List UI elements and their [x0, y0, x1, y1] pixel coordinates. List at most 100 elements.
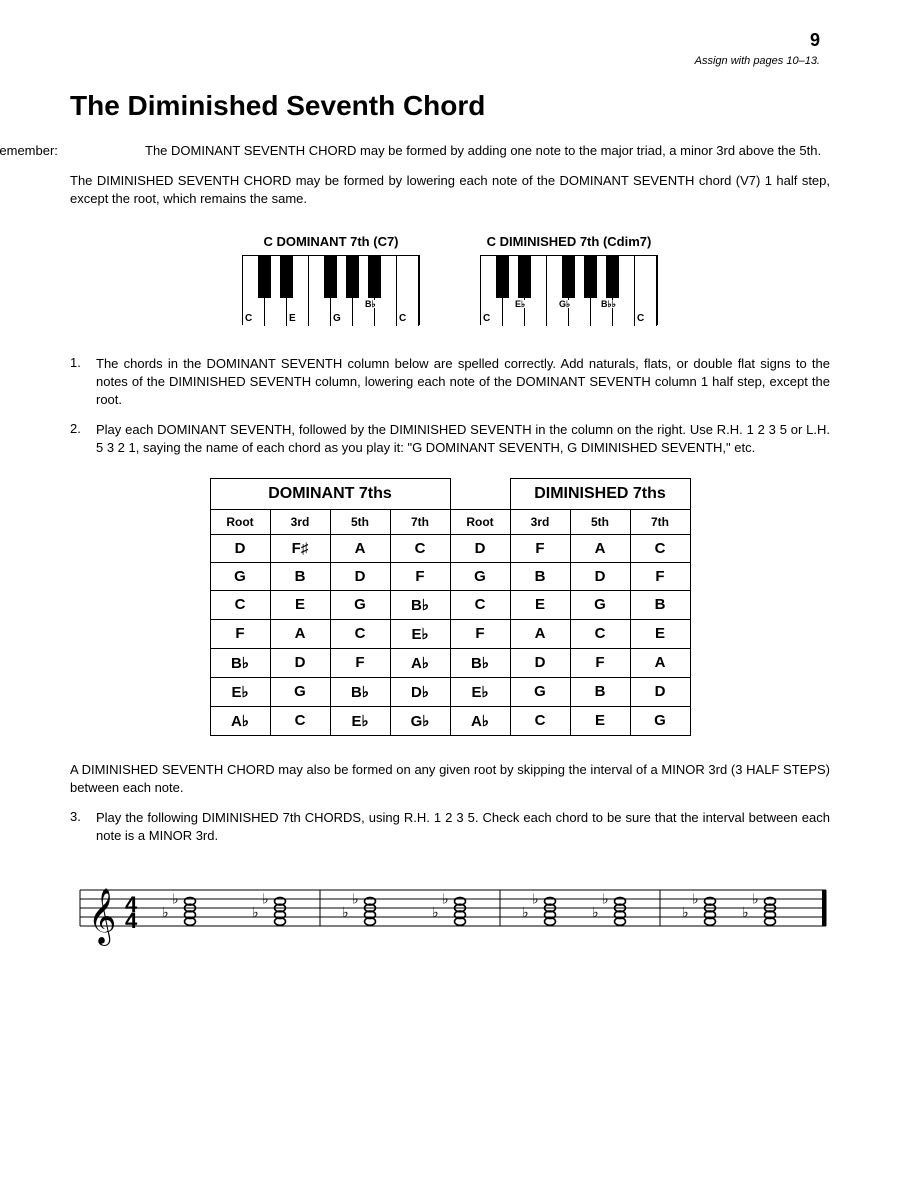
table-cell: G [450, 562, 510, 590]
page-number: 9 [810, 30, 820, 51]
black-key-label: B♭ [365, 300, 376, 308]
table-cell: A♭ [210, 706, 270, 735]
table-cell: G [330, 590, 390, 619]
table-cell: B [570, 677, 630, 706]
table-subheader: 5th [330, 509, 390, 534]
table-cell: C [630, 534, 690, 562]
key-label: C [483, 313, 490, 324]
svg-text:♭: ♭ [602, 891, 609, 907]
table-cell: B [510, 562, 570, 590]
table-cell: D [330, 562, 390, 590]
table-cell: E [570, 706, 630, 735]
black-key [518, 256, 531, 298]
table-cell: C [390, 534, 450, 562]
black-key-label: B♭♭ [601, 300, 616, 308]
instruction-2: 2. Play each DOMINANT SEVENTH, followed … [70, 421, 830, 457]
table-subheader: 7th [390, 509, 450, 534]
svg-text:♭: ♭ [262, 891, 269, 907]
table-gap [450, 478, 510, 509]
table-cell: G [270, 677, 330, 706]
svg-text:♭: ♭ [682, 904, 689, 920]
table-cell: D [570, 562, 630, 590]
table-subheader: 3rd [510, 509, 570, 534]
table-cell: B♭ [210, 648, 270, 677]
table-cell: C [210, 590, 270, 619]
chord-table: DOMINANT 7ths DIMINISHED 7ths Root3rd5th… [210, 478, 691, 736]
table-cell: D [450, 534, 510, 562]
table-cell: D [630, 677, 690, 706]
table-cell: E [510, 590, 570, 619]
svg-text:♭: ♭ [442, 891, 449, 907]
instruction-2-number: 2. [70, 421, 96, 457]
key-label: C [245, 313, 252, 324]
svg-text:♭: ♭ [522, 904, 529, 920]
keyboards-row: C DOMINANT 7th (C7) CEGCB♭ C DIMINISHED … [70, 234, 830, 325]
table-cell: G♭ [390, 706, 450, 735]
black-key [606, 256, 619, 298]
table-cell: A♭ [390, 648, 450, 677]
table-cell: F [450, 619, 510, 648]
svg-text:♭: ♭ [752, 891, 759, 907]
table-cell: C [330, 619, 390, 648]
table-cell: A [630, 648, 690, 677]
table-cell: A [330, 534, 390, 562]
table-cell: B♭ [390, 590, 450, 619]
instruction-3-number: 3. [70, 809, 96, 845]
table-cell: F♯ [270, 534, 330, 562]
table-cell: G [510, 677, 570, 706]
black-key [496, 256, 509, 298]
table-cell: D♭ [390, 677, 450, 706]
table-cell: B [630, 590, 690, 619]
music-staff: 𝄞44♭♭♭♭♭♭♭♭♭♭♭♭♭♭♭♭ [70, 865, 830, 960]
table-cell: C [510, 706, 570, 735]
keyboard-dominant-label: C DOMINANT 7th (C7) [242, 234, 420, 249]
table-cell: B [270, 562, 330, 590]
table-cell: F [390, 562, 450, 590]
black-key [258, 256, 271, 298]
table-cell: F [570, 648, 630, 677]
svg-text:♭: ♭ [162, 904, 169, 920]
svg-text:♭: ♭ [342, 904, 349, 920]
table-cell: E♭ [450, 677, 510, 706]
intro-paragraph-2: The DIMINISHED SEVENTH CHORD may be form… [70, 172, 830, 208]
instruction-1-text: The chords in the DOMINANT SEVENTH colum… [96, 355, 830, 410]
svg-text:𝄞: 𝄞 [88, 889, 116, 946]
table-cell: E♭ [330, 706, 390, 735]
table-cell: B♭ [330, 677, 390, 706]
remember-label: Remember: [70, 142, 145, 160]
chord-tables: DOMINANT 7ths DIMINISHED 7ths Root3rd5th… [70, 478, 830, 736]
instruction-3-text: Play the following DIMINISHED 7th CHORDS… [96, 809, 830, 845]
table-subheader: Root [450, 509, 510, 534]
table-cell: A [270, 619, 330, 648]
table-cell: D [210, 534, 270, 562]
table-subheader: 7th [630, 509, 690, 534]
table-cell: C [570, 619, 630, 648]
table-cell: F [210, 619, 270, 648]
svg-text:♭: ♭ [432, 904, 439, 920]
table-subheader: Root [210, 509, 270, 534]
instruction-1-number: 1. [70, 355, 96, 410]
dominant-header: DOMINANT 7ths [210, 478, 450, 509]
table-subheader: 3rd [270, 509, 330, 534]
key-label: C [399, 313, 406, 324]
svg-text:♭: ♭ [252, 904, 259, 920]
keyboard-diminished-label: C DIMINISHED 7th (Cdim7) [480, 234, 658, 249]
keyboard-diminished: C DIMINISHED 7th (Cdim7) CCE♭G♭B♭♭ [480, 234, 658, 325]
table-cell: A [570, 534, 630, 562]
svg-text:4: 4 [125, 908, 138, 933]
table-cell: F [330, 648, 390, 677]
black-key [280, 256, 293, 298]
table-cell: D [270, 648, 330, 677]
remember-text: The DOMINANT SEVENTH CHORD may be formed… [145, 143, 821, 158]
key-label: G [333, 313, 341, 324]
svg-text:♭: ♭ [592, 904, 599, 920]
table-cell: G [630, 706, 690, 735]
black-key [584, 256, 597, 298]
keyboard-diminished-keys: CCE♭G♭B♭♭ [480, 255, 658, 325]
table-cell: A♭ [450, 706, 510, 735]
table-cell: F [630, 562, 690, 590]
table-cell: E♭ [210, 677, 270, 706]
post-table-paragraph: A DIMINISHED SEVENTH CHORD may also be f… [70, 761, 830, 797]
keyboard-dominant: C DOMINANT 7th (C7) CEGCB♭ [242, 234, 420, 325]
table-subheader: 5th [570, 509, 630, 534]
